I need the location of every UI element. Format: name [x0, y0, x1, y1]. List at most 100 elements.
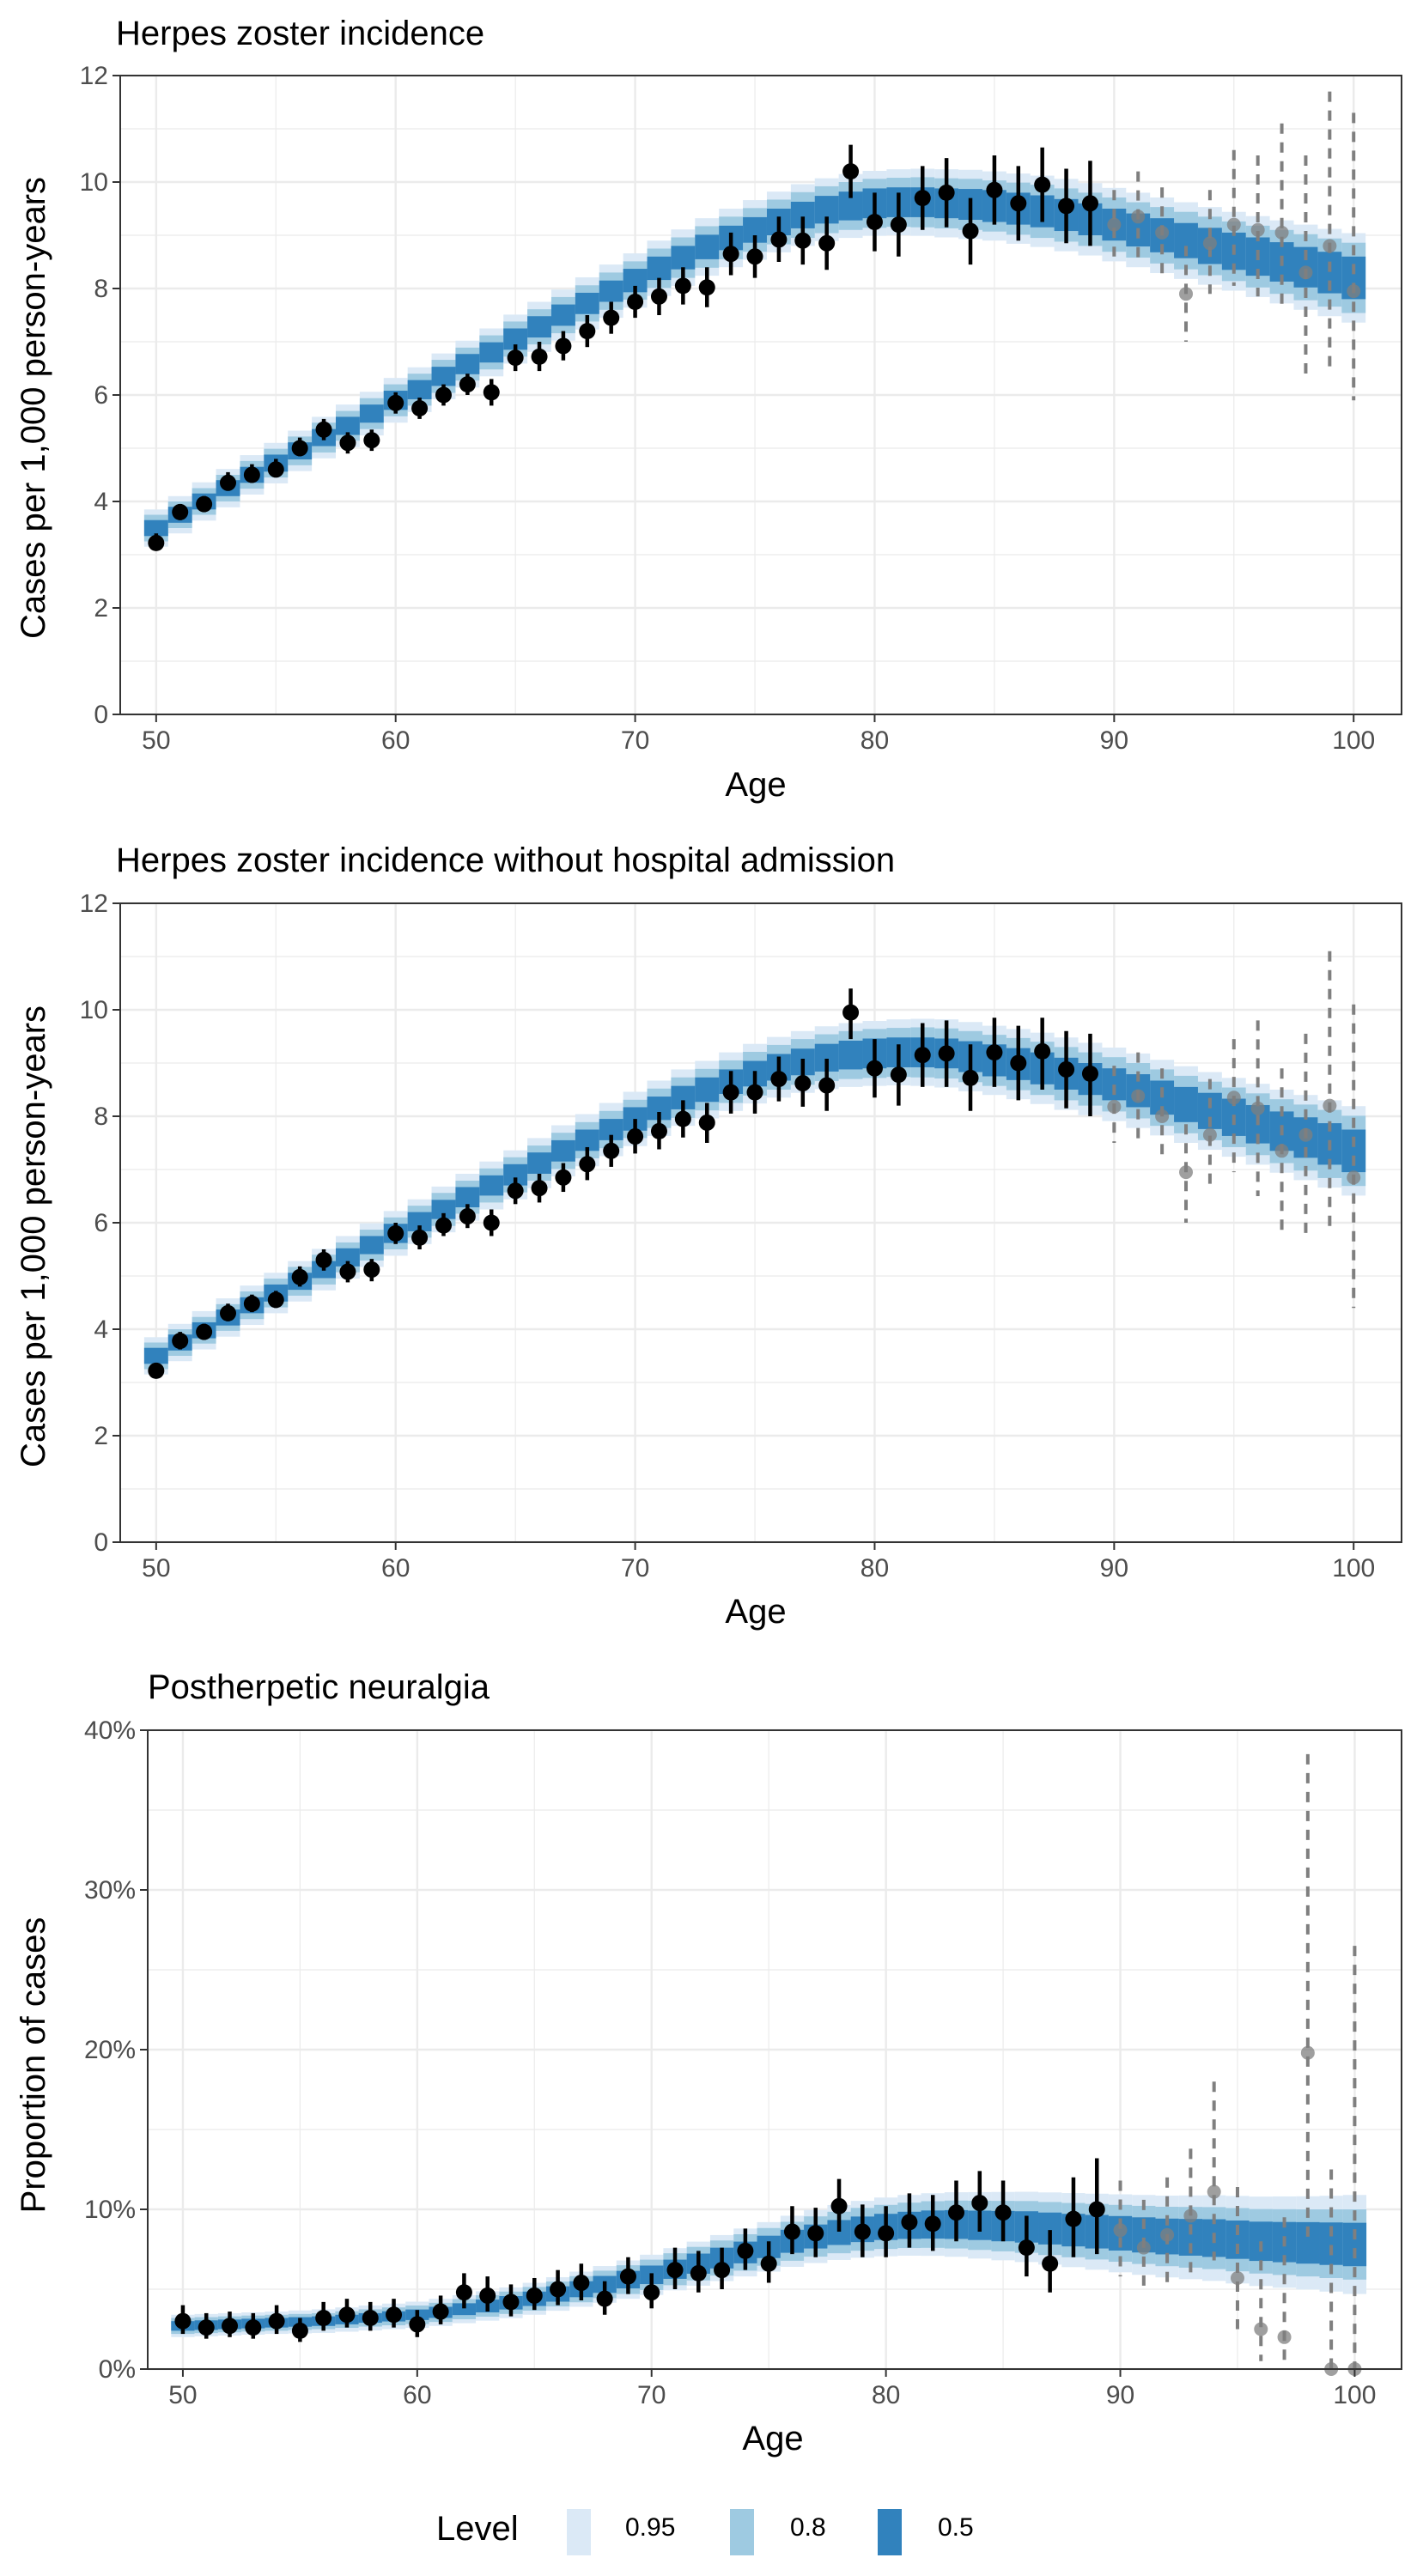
- legend-swatch-0.5: [878, 2509, 902, 2555]
- observed-point-age-62: [435, 386, 452, 404]
- panel-title: Herpes zoster incidence without hospital…: [116, 841, 895, 879]
- band-50-age-50: [143, 519, 168, 537]
- band-50-age-59: [359, 1236, 384, 1255]
- band-50-age-61: [407, 1212, 432, 1231]
- observed-point-age-71: [650, 1122, 667, 1139]
- observed-point-age-77: [794, 232, 812, 249]
- observed-point-age-88: [1065, 2210, 1082, 2227]
- observed-point-age-69: [603, 1142, 620, 1159]
- y-tick-label: 10: [80, 168, 108, 197]
- x-tick-label: 100: [1332, 1554, 1375, 1583]
- observed-point-age-81: [890, 1066, 907, 1084]
- observed-point-age-63: [459, 1208, 476, 1225]
- observed-point-age-58: [362, 2309, 379, 2326]
- observed-point-age-85: [986, 1044, 1003, 1061]
- band-50-age-73: [695, 1077, 720, 1103]
- y-tick-label: 8: [94, 275, 108, 303]
- observed-point-age-51: [198, 2319, 215, 2336]
- x-tick-label: 90: [1100, 726, 1128, 755]
- band-50-age-66: [527, 1152, 551, 1174]
- observed-point-age-96: [1250, 1101, 1265, 1115]
- legend-label-0.95: 0.95: [625, 2513, 675, 2542]
- observed-point-age-74: [722, 246, 739, 263]
- observed-point-age-92: [1155, 225, 1170, 240]
- axis-ticks: 50 60 70 80 90 100 0 2 4 6 8 10 12: [80, 890, 1376, 1583]
- observed-point-age-70: [627, 294, 644, 310]
- y-axis-title: Proportion of cases: [15, 1917, 52, 2214]
- observed-point-age-89: [1081, 195, 1098, 212]
- band-50-age-93: [1174, 1086, 1198, 1122]
- observed-point-age-68: [596, 2290, 613, 2307]
- observed-point-age-50: [148, 534, 165, 551]
- legend: Level 0.95 0.8 0.5: [436, 2509, 974, 2555]
- observed-point-age-60: [387, 394, 404, 411]
- x-tick-label: 70: [621, 1554, 649, 1583]
- x-tick-label: 60: [381, 726, 410, 755]
- observed-point-age-77: [807, 2225, 824, 2242]
- x-tick-label: 60: [381, 1554, 410, 1583]
- band-50-age-50: [143, 1347, 168, 1364]
- observed-point-age-68: [579, 323, 596, 340]
- observed-point-age-74: [722, 1084, 739, 1101]
- observed-point-age-97: [1274, 225, 1289, 240]
- observed-point-age-66: [550, 2281, 567, 2298]
- observed-point-age-91: [1131, 210, 1146, 224]
- observed-point-age-51: [172, 503, 189, 520]
- observed-point-age-59: [363, 1261, 380, 1279]
- observed-point-age-64: [483, 1214, 500, 1231]
- panel-title: Postherpetic neuralgia: [148, 1668, 490, 1706]
- x-axis-title: Age: [742, 2420, 803, 2458]
- observed-point-age-99: [1323, 1098, 1337, 1113]
- observed-point-age-56: [291, 440, 308, 457]
- observed-point-age-78: [818, 234, 836, 252]
- y-tick-label: 12: [80, 890, 108, 918]
- y-tick-label: 2: [94, 594, 108, 623]
- observed-point-age-86: [1010, 1054, 1027, 1072]
- observed-point-age-79: [854, 2223, 871, 2240]
- x-tick-label: 100: [1333, 2381, 1376, 2409]
- observed-point-age-57: [338, 2306, 356, 2324]
- x-tick-label: 70: [637, 2381, 666, 2409]
- observed-point-age-98: [1298, 265, 1313, 280]
- observed-series: [148, 951, 1361, 1379]
- observed-point-age-99: [1323, 239, 1337, 253]
- legend-swatch-0.95: [567, 2509, 591, 2555]
- observed-point-age-74: [737, 2242, 754, 2259]
- observed-point-age-81: [890, 216, 907, 234]
- observed-point-age-59: [363, 432, 380, 449]
- band-50-age-61: [407, 380, 432, 399]
- observed-point-age-79: [842, 163, 860, 180]
- observed-point-age-73: [698, 279, 715, 296]
- observed-point-age-86: [1010, 195, 1027, 212]
- observed-point-age-76: [770, 231, 788, 248]
- observed-point-age-62: [455, 2284, 472, 2301]
- observed-point-age-79: [842, 1004, 860, 1021]
- observed-point-age-55: [291, 2322, 308, 2339]
- observed-point-age-98: [1298, 1127, 1313, 1142]
- y-tick-label: 6: [94, 381, 108, 410]
- observed-point-age-93: [1179, 287, 1194, 301]
- band-50-age-73: [695, 234, 720, 259]
- observed-point-age-61: [411, 1229, 429, 1246]
- observed-point-age-64: [502, 2293, 520, 2311]
- observed-point-age-75: [746, 1084, 763, 1101]
- y-tick-label: 12: [80, 62, 108, 90]
- x-tick-label: 50: [142, 1554, 170, 1583]
- observed-point-age-51: [172, 1333, 189, 1350]
- panel-title: Herpes zoster incidence: [116, 15, 484, 52]
- observed-point-age-97: [1277, 2330, 1292, 2344]
- observed-point-age-100: [1347, 1170, 1361, 1185]
- x-tick-label: 80: [861, 726, 889, 755]
- band-50-age-64: [479, 1175, 504, 1196]
- x-axis-title: Age: [725, 1593, 786, 1631]
- observed-point-age-63: [479, 2287, 496, 2304]
- observed-point-age-90: [1107, 217, 1122, 232]
- y-tick-label: 40%: [84, 1716, 136, 1745]
- observed-point-age-87: [1034, 1042, 1051, 1060]
- y-tick-label: 20%: [84, 2036, 136, 2064]
- axis-ticks: 50 60 70 80 90 100 0% 10% 20% 30% 40%: [84, 1716, 1376, 2409]
- observed-point-age-52: [222, 2318, 239, 2335]
- observed-point-age-67: [555, 1169, 572, 1186]
- observed-point-age-82: [914, 1047, 931, 1064]
